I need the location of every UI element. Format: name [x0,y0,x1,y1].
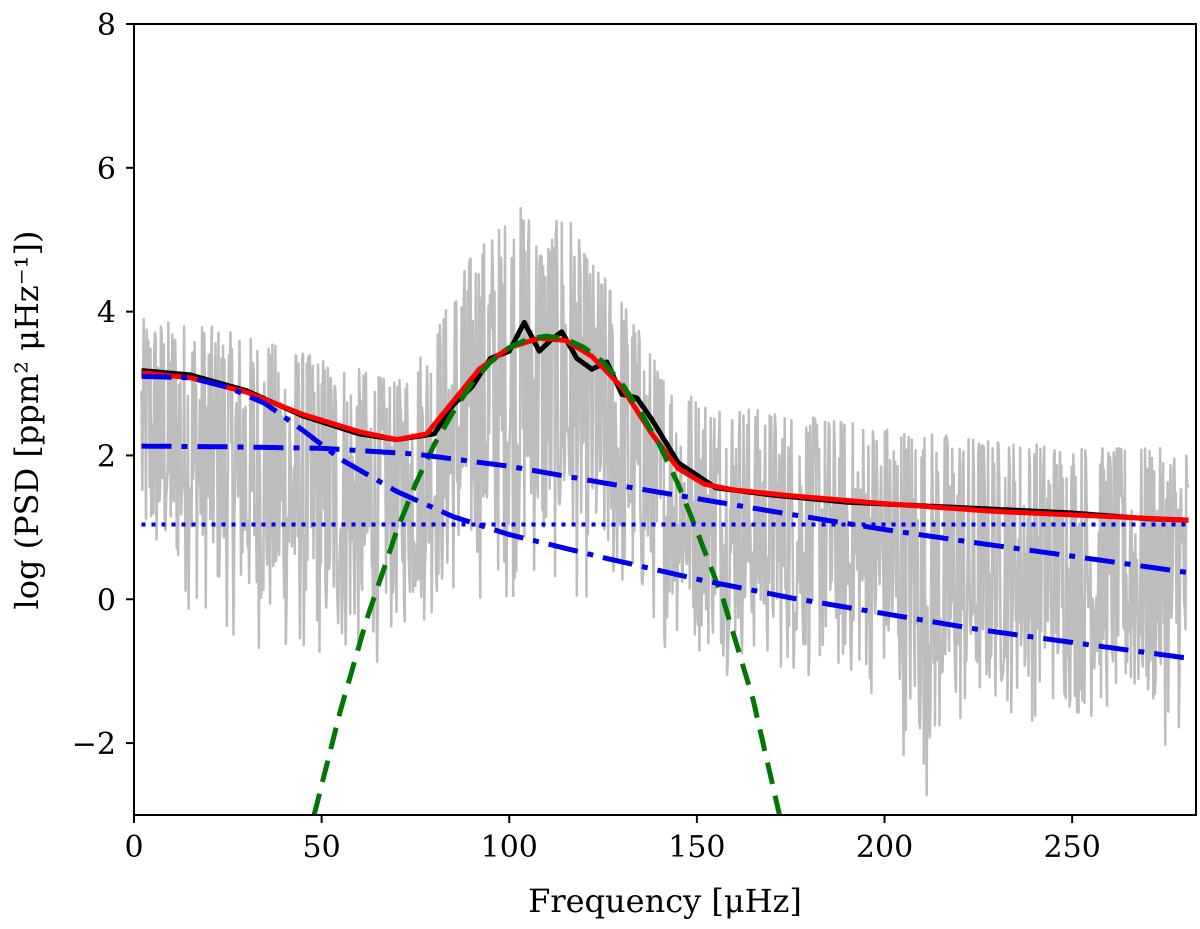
plot-frame [133,23,1197,816]
x-tick-label: 250 [1044,830,1101,865]
series-line-3 [311,333,782,815]
y-tick-label: 8 [97,8,116,43]
series-line-5 [140,443,1190,576]
series-line-4 [140,373,1190,661]
plot-background [134,24,1196,815]
series-layer [140,206,1190,815]
y-tick-label: 0 [97,583,116,618]
x-tick-label: 50 [303,830,341,865]
y-tick-label: 2 [97,439,116,474]
x-axis-ticks: 0 50 100 150 200 250 [124,815,1101,865]
x-tick-label: 0 [124,830,143,865]
y-tick-label: 4 [97,296,116,331]
x-axis-label: Frequency [μHz] [528,882,802,920]
y-axis-ticks: −2 0 2 4 6 8 [72,8,134,762]
x-tick-label: 150 [668,830,725,865]
y-tick-label: −2 [72,727,116,762]
raw-spectrum-line [140,206,1190,797]
x-tick-label: 200 [856,830,913,865]
y-tick-label: 6 [97,152,116,187]
y-axis-label: log (PSD [ppm² μHz⁻¹]) [8,231,46,610]
x-tick-label: 100 [481,830,538,865]
